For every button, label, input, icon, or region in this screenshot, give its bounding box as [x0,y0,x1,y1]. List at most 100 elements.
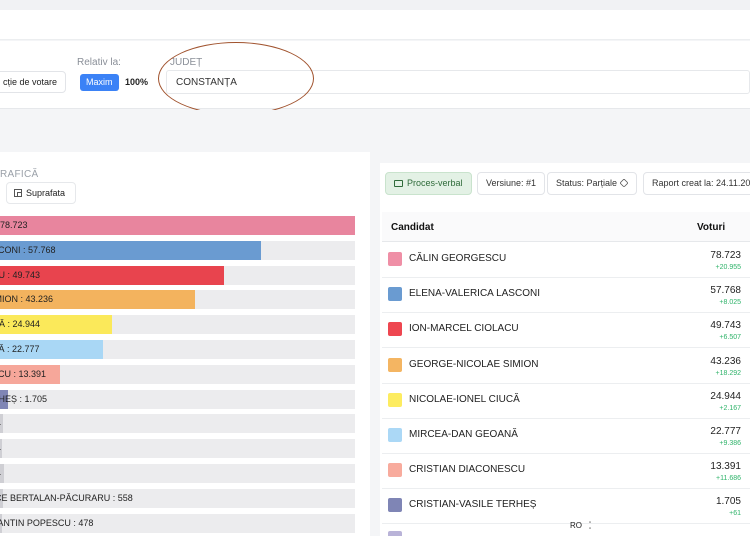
candidate-votes: 1.705 [715,496,741,508]
highlight-annotation-oval [158,42,314,115]
bar[interactable] [0,464,4,483]
candidate-name: ELENA-VALERICA LASCONI [409,288,540,300]
candidate-color-swatch [388,252,402,266]
bar[interactable] [0,414,3,434]
bar-label: 354 [0,439,1,458]
bar-track: 824 [0,464,355,483]
bar-track: ANĂ : 22.777 [0,340,355,359]
candidate-name: CRISTIAN DIACONESCU [409,464,526,476]
suprafata-label: Suprafata [26,188,66,198]
bar-track: ACU : 49.743 [0,265,355,285]
bar[interactable] [0,216,355,235]
bar-label: 644 [0,414,1,433]
candidate-votes-delta: +8.025 [719,299,741,307]
tab-proces-verbal[interactable]: Proces-verbal [385,172,472,195]
candidate-votes-delta: +18.292 [715,369,742,377]
bar-label: 824 [0,464,1,483]
candidate-name: CRISTIAN-VASILE TERHEȘ [409,499,537,511]
column-header-candidat: Candidat [391,222,434,233]
table-row[interactable]: ION-MARCEL CIOLACU 49.743 +6.507 [382,313,750,349]
table-row[interactable]: NICOLAE-IONEL CIUCĂ 24.944 +2.167 [382,383,750,419]
candidate-color-swatch [388,287,402,302]
maxim-toggle-button[interactable]: Maxim [80,74,119,91]
bar-track: 644 [0,414,355,434]
language-switch-icon: ▫ ▫ [589,520,592,532]
header-strip [0,10,750,40]
bar-label: ANĂ : 22.777 [0,344,40,354]
tab-raport[interactable]: Raport creat la: 24.11.20 [643,172,750,195]
table-header [382,212,750,242]
candidate-color-swatch [388,428,402,442]
bar[interactable] [0,389,8,409]
candidate-votes: 43.236 [710,355,741,367]
table-row[interactable]: CRISTIAN-VASILE TERHEȘ 1.705 +61 [382,489,750,525]
bar[interactable] [0,364,61,384]
bar-track: ERHEȘ : 1.705 [0,389,355,409]
column-header-voturi: Voturi [697,222,726,233]
candidate-votes: 24.944 [710,390,741,402]
candidate-color-swatch [388,357,402,372]
votare-option-button[interactable]: cție de votare [0,71,67,93]
bar[interactable] [0,290,195,310]
section-gap [0,110,750,152]
candidate-name: ION-MARCEL CIOLACU [409,323,519,335]
table-row[interactable]: ELENA-VALERICA LASCONI 57.768 +8.025 [382,278,750,314]
candidate-votes: 57.768 [710,285,741,297]
language-indicator[interactable]: RO [570,521,582,530]
candidate-votes: 22.777 [710,426,741,437]
table-row[interactable]: MIRCEA-DAN GEOANĂ 22.777 +9.386 [382,419,750,454]
candidate-votes: 78.723 [710,250,741,261]
bar-track: ESCU : 13.391 [0,364,355,384]
top-band [0,0,750,10]
bar[interactable] [0,439,2,459]
bar-track: NTANTIN POPESCU : 478 [0,513,355,533]
candidate-name: GEORGE-NICOLAE SIMION [409,358,539,370]
candidate-name: NICOLAE-IONEL CIUCĂ [409,393,520,405]
bar-track: UCĂ : 24.944 [0,315,355,335]
bar-label: RICE BERTALAN-PĂCURARU : 558 [0,492,133,503]
bar[interactable] [0,265,225,285]
bar[interactable] [0,513,3,533]
section-title: RAFICĂ [0,169,39,180]
bar[interactable] [0,340,103,359]
next-row-swatch [388,531,402,536]
bar-label: NTANTIN POPESCU : 478 [0,517,94,528]
candidate-color-swatch [388,463,402,478]
candidate-votes-delta: +9.386 [719,440,741,447]
bar[interactable] [0,488,3,508]
candidate-votes-delta: +2.167 [719,404,741,412]
bar[interactable] [0,315,113,335]
table-row[interactable]: CRISTIAN DIACONESCU 13.391 +11.686 [382,454,750,490]
candidate-color-swatch [388,498,402,513]
tab-proces-verbal-label: Proces-verbal [407,178,463,188]
map-icon [14,189,22,197]
layers-icon [619,178,629,188]
candidate-votes: 49.743 [710,320,741,332]
table-row[interactable]: GEORGE-NICOLAE SIMION 43.236 +18.292 [382,348,750,384]
candidate-color-swatch [388,322,402,337]
candidate-votes-delta: +11.686 [716,475,741,483]
bar-label: ACU : 49.743 [0,269,41,280]
document-icon [394,180,403,187]
suprafata-button[interactable]: Suprafata [6,182,76,204]
bar-label: ERHEȘ : 1.705 [0,393,48,404]
tab-versiune[interactable]: Versiune: #1 [477,172,546,195]
candidate-votes-delta: +20.955 [715,264,742,271]
bar-label: ASCONI : 57.768 [0,244,56,255]
bar[interactable] [0,240,261,260]
bar-label: U : 78.723 [0,220,28,230]
candidate-name: MIRCEA-DAN GEOANĂ [409,429,518,440]
table-row[interactable]: CĂLIN GEORGESCU 78.723 +20.955 [382,243,750,278]
bar-track: U : 78.723 [0,216,355,235]
candidate-name: CĂLIN GEORGESCU [409,253,507,264]
candidate-color-swatch [388,392,402,407]
relativ-label: Relativ la: [77,57,121,68]
bar-label: ESCU : 13.391 [0,368,47,379]
tab-status[interactable]: Status: Parțiale [547,172,638,195]
bar-track: 354 [0,439,355,459]
candidate-votes-delta: +61 [729,510,741,518]
bar-track: RICE BERTALAN-PĂCURARU : 558 [0,488,355,508]
candidate-votes: 13.391 [710,461,741,473]
bar-label: SIMION : 43.236 [0,294,54,305]
bar-track: ASCONI : 57.768 [0,240,355,260]
